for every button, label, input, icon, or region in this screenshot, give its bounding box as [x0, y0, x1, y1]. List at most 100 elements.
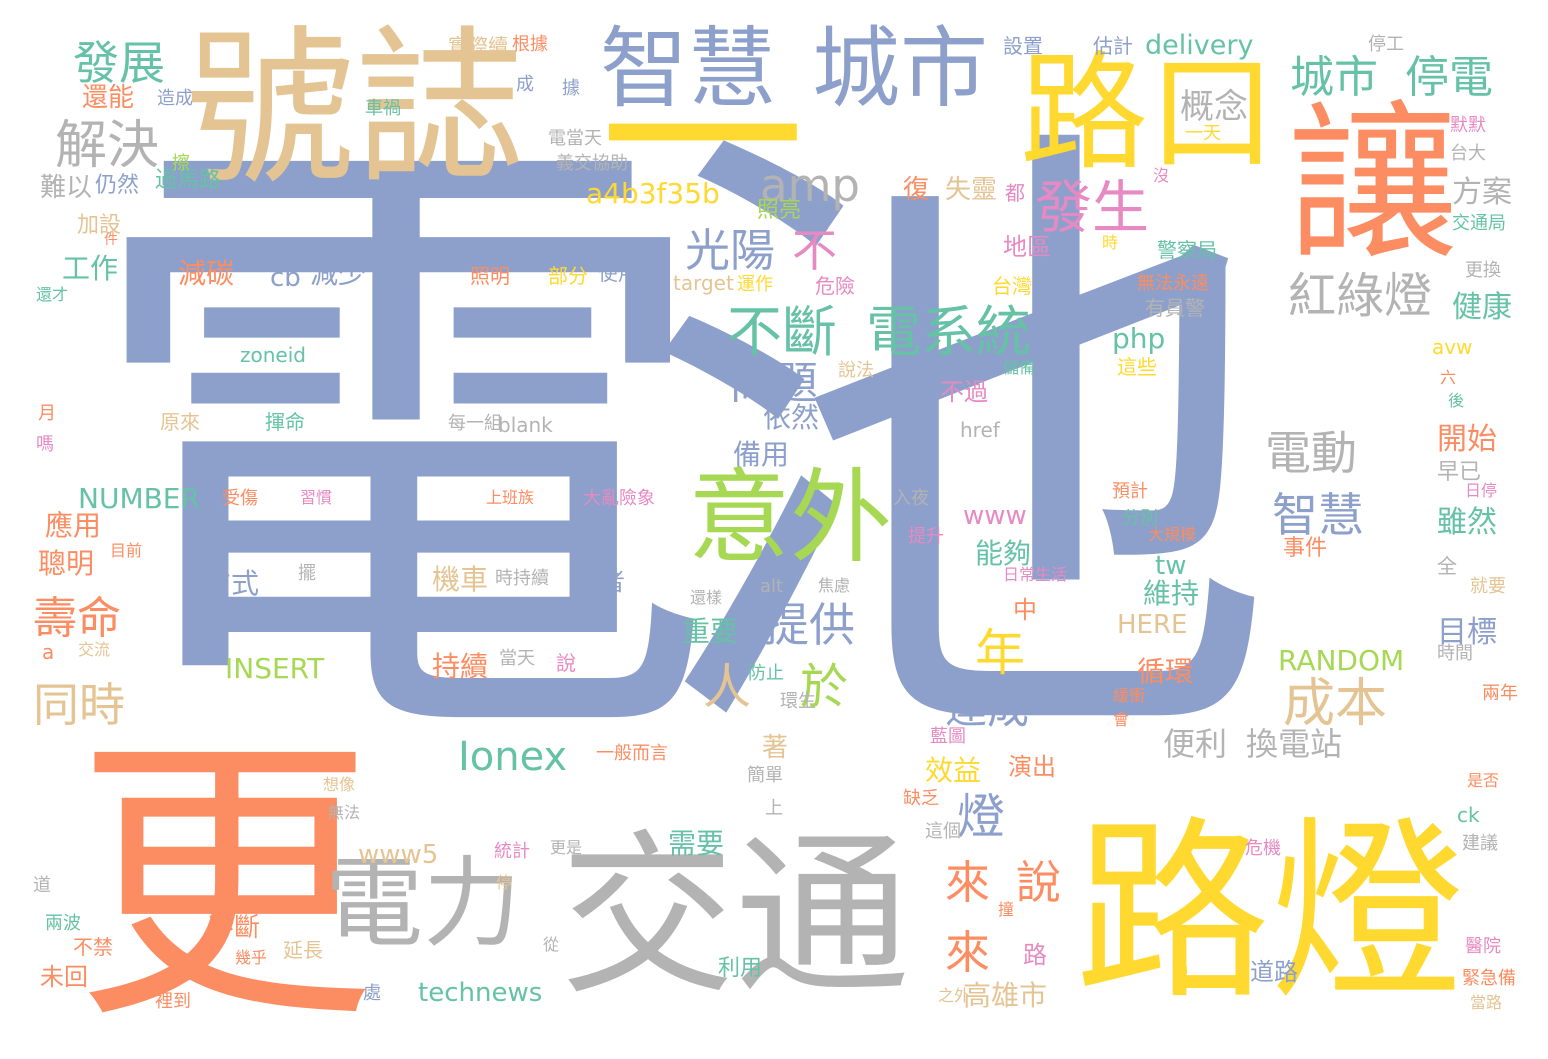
- word-perform: 防止: [748, 663, 784, 684]
- word-more: 更: [75, 710, 375, 1059]
- word-injured: 大亂險象: [583, 488, 655, 509]
- word-will: 早已: [1437, 460, 1482, 485]
- word-one-day: 一般而言: [596, 743, 668, 764]
- word-method: 方式: [203, 567, 260, 600]
- word-not: 不: [792, 224, 838, 277]
- word-hour: 無法永遠: [1137, 273, 1209, 294]
- word-after: 目前: [110, 541, 143, 560]
- word-apply: 應用: [45, 509, 102, 542]
- word-taiwan: 警察局: [1157, 238, 1217, 262]
- word-roads: 延長: [283, 938, 323, 962]
- word-alt: 實際續: [448, 34, 508, 58]
- word-use: 處: [363, 983, 381, 1004]
- word-even-more: 從: [543, 935, 560, 954]
- word-occur: 發生: [1035, 175, 1149, 241]
- word-hard: 難以: [40, 173, 93, 203]
- word-claim: 每一組: [448, 413, 502, 434]
- word-health: 健康: [1452, 290, 1512, 325]
- word-rub: 造成: [157, 88, 193, 109]
- word-stop-work: 交通局: [1452, 213, 1506, 234]
- word-problem: 問題: [730, 358, 818, 409]
- word-intersection: 路口: [1020, 39, 1277, 188]
- word-blueprint: 說: [556, 651, 576, 675]
- word-href: avw: [1432, 335, 1473, 359]
- word-benefit: 效益: [925, 754, 982, 787]
- word-goal: 目標: [1437, 615, 1497, 650]
- word-php: php: [1112, 322, 1166, 355]
- word-cant-help: 道: [33, 875, 51, 896]
- word-night: 大規模: [1148, 525, 1197, 544]
- word-daily-life: 緩衝: [1113, 686, 1146, 705]
- word-like-this: 日常生活: [1003, 565, 1068, 584]
- word-convenient: 便利: [1163, 725, 1228, 763]
- word-area: 說法: [838, 360, 874, 381]
- word-amp: amp: [760, 159, 860, 212]
- word-at: 於: [800, 659, 849, 715]
- word-power-day: 習慣: [300, 488, 333, 507]
- word-time: 建議: [1462, 833, 1498, 854]
- word-with: 環生: [780, 691, 816, 712]
- word-tw: tw: [1155, 551, 1187, 581]
- word-failure: 失靈: [945, 175, 998, 205]
- word-danger: 照亮: [757, 198, 802, 223]
- word-able: 能夠: [975, 537, 1032, 570]
- word-large-scale: 全: [1437, 554, 1457, 578]
- word-whole: 兩年: [1482, 683, 1518, 704]
- word-cause: 義交協助: [556, 153, 628, 174]
- word-two-years: 醫院: [1465, 936, 1501, 957]
- word-year: 年: [975, 624, 1025, 682]
- word-hit: 之外: [938, 986, 971, 1005]
- word-road: 利用: [718, 956, 763, 981]
- word-six: 一天: [1185, 123, 1221, 144]
- word-none: 地區: [1003, 233, 1051, 261]
- word-person: 人: [703, 659, 752, 715]
- word-volunteer: 上班族: [486, 488, 535, 507]
- word-has-officer: 揮命: [265, 410, 305, 434]
- word-cannot-forever: 原來: [160, 410, 200, 434]
- word-currently: 想像: [323, 775, 356, 794]
- word-cost: 成本: [1283, 674, 1388, 734]
- word-that-day: 擺: [298, 563, 316, 584]
- word-simple: 藍圖: [930, 726, 966, 747]
- word-img: ck: [1457, 803, 1480, 827]
- word-achieve: 達成: [945, 684, 1030, 733]
- word-battery: 電池: [78, 77, 1278, 822]
- word-ck: a: [42, 640, 55, 664]
- word-city: 城市: [812, 17, 989, 120]
- word-emergency: 缺乏: [903, 788, 939, 809]
- word-industry: 焦慮: [818, 576, 851, 595]
- word-expect: 日停: [1465, 481, 1498, 500]
- word-random: RANDOM: [1278, 644, 1405, 677]
- word-each-group: 還才: [36, 285, 69, 304]
- word-per: 電當天: [548, 128, 602, 149]
- word-user: 運作: [737, 274, 773, 295]
- word-only-then: 擦: [172, 153, 190, 174]
- word-smart-2: 智慧: [1272, 488, 1364, 542]
- word-prevent: 時持續: [495, 568, 549, 589]
- word-already: 交流: [78, 640, 111, 659]
- word-estimate: 台大: [1450, 143, 1486, 164]
- word-accident: 意外: [688, 459, 892, 578]
- word-stats: 撞: [998, 900, 1015, 919]
- word-almost: 不禁: [73, 935, 113, 959]
- word-office-worker: 提升: [908, 526, 944, 547]
- word-restore: 有員警: [1145, 296, 1205, 320]
- word-say: 說: [1016, 856, 1062, 909]
- word-swap-station: 換電站: [1246, 725, 1343, 763]
- word-simultaneously: 同時: [33, 678, 125, 732]
- word-hospital: 危機: [1245, 838, 1281, 859]
- word-power: 電力: [325, 847, 522, 961]
- word-buffer: 後: [1448, 391, 1465, 410]
- word-backup: 備用: [733, 438, 790, 471]
- word-city-2: 城市: [1290, 52, 1378, 103]
- word-constant: 兩波: [45, 913, 81, 934]
- word-scooter: 機車: [432, 563, 489, 596]
- word-lifespan: 壽命: [33, 593, 121, 644]
- word-install: 默默: [1450, 115, 1486, 136]
- word-generally: 更是: [550, 838, 583, 857]
- word-replace: 時: [1102, 233, 1119, 252]
- word-whether: 緊急備: [1462, 968, 1516, 989]
- word-come-2: 來: [945, 926, 991, 979]
- word-electric: 電動: [1265, 426, 1357, 480]
- word-reserve: 會: [1113, 710, 1130, 729]
